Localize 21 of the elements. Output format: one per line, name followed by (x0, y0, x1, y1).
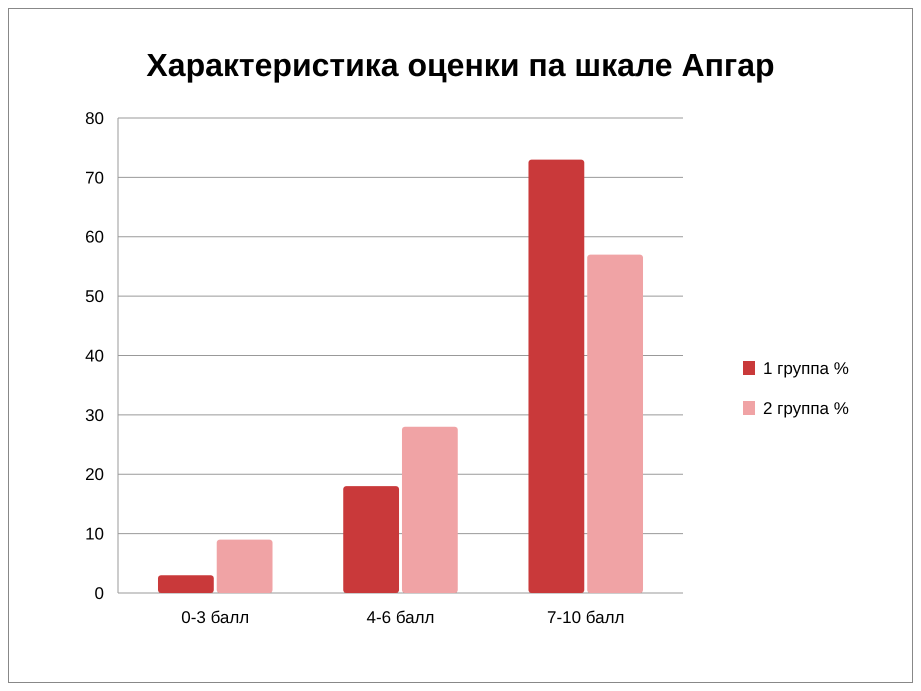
x-tick-label: 7-10 балл (547, 608, 624, 627)
y-tick-label: 50 (85, 287, 104, 306)
chart-title: Характеристика оценки па шкале Апгар (146, 47, 775, 83)
y-tick-label: 0 (94, 584, 104, 603)
y-tick-label: 10 (85, 524, 104, 544)
y-tick-label: 70 (85, 168, 104, 188)
legend-label: 2 группа % (763, 398, 849, 418)
y-tick-label: 20 (85, 465, 104, 484)
x-tick-label: 0-3 балл (181, 608, 250, 627)
legend-label: 1 группа % (763, 358, 849, 378)
y-tick-label: 30 (85, 406, 104, 425)
bar (528, 160, 584, 593)
bar (158, 575, 214, 593)
bar (587, 254, 644, 593)
bar (402, 426, 458, 593)
bar (216, 540, 273, 593)
y-tick-label: 40 (85, 346, 104, 366)
y-tick-label: 60 (85, 228, 104, 247)
bar (343, 486, 400, 593)
x-tick-label: 4-6 балл (366, 608, 434, 627)
y-tick-label: 80 (85, 108, 104, 128)
